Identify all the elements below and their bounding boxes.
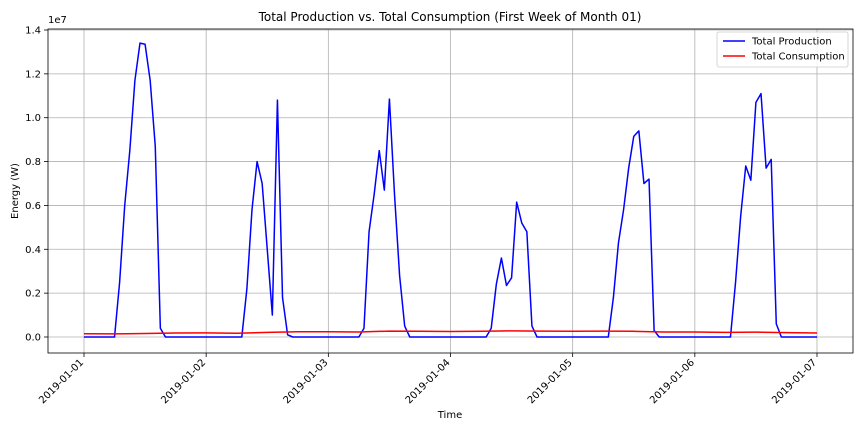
legend-label-production: Total Production <box>751 37 832 48</box>
y-tick-label: 1.4 <box>25 26 41 37</box>
x-axis-title: Time <box>437 410 462 421</box>
x-tick-label: 2019-01-04 <box>404 357 453 406</box>
y-axis: 0.0 0.2 0.4 0.6 0.8 1.0 1.2 1.4 <box>25 26 48 344</box>
series-line-consumption <box>83 330 818 335</box>
chart-title: Total Production vs. Total Consumption (… <box>258 10 642 24</box>
y-tick-label: 0.6 <box>25 201 41 212</box>
y-tick-label: 0.4 <box>25 245 41 256</box>
series-layer <box>83 42 818 338</box>
y-axis-title: Energy (W) <box>10 163 21 219</box>
y-tick-label: 1.2 <box>25 69 41 80</box>
y-tick-label: 0.0 <box>25 333 41 344</box>
x-tick-label: 2019-01-03 <box>282 357 331 406</box>
y-tick-label: 0.8 <box>25 157 41 168</box>
x-axis: 2019-01-01 2019-01-02 2019-01-03 2019-01-04… <box>37 353 819 406</box>
grid <box>48 29 853 353</box>
x-tick-label: 2019-01-05 <box>526 357 575 406</box>
y-offset-label: 1e7 <box>48 15 67 26</box>
y-tick-label: 1.0 <box>25 113 41 124</box>
x-tick-label: 2019-01-07 <box>770 357 819 406</box>
x-tick-label: 2019-01-06 <box>648 357 697 406</box>
series-line-production <box>84 42 817 338</box>
x-tick-label: 2019-01-02 <box>159 357 208 406</box>
legend-box <box>716 31 849 68</box>
legend: Total Production Total Consumption <box>716 31 849 68</box>
legend-label-consumption: Total Consumption <box>751 52 845 63</box>
y-tick-label: 0.2 <box>25 289 41 300</box>
x-tick-label: 2019-01-01 <box>37 357 86 406</box>
